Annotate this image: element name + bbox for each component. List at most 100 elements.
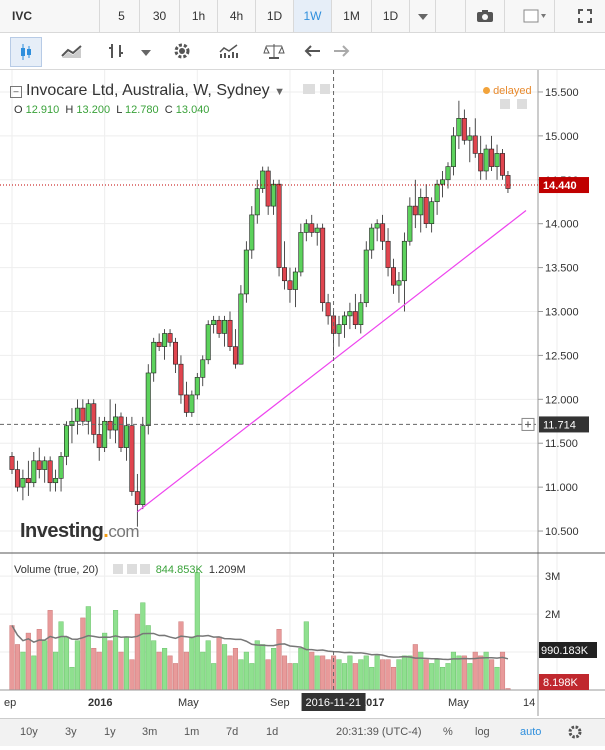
volume-bar [156, 651, 162, 691]
range-3m[interactable]: 3m [142, 726, 158, 738]
interval-30[interactable]: 30 [140, 0, 180, 32]
volume-value-2: 1.209M [208, 564, 246, 576]
candle-body [478, 153, 484, 172]
interval-1w[interactable]: 1W [294, 0, 332, 32]
volume-bar [271, 648, 277, 691]
volume-bar [134, 613, 140, 691]
chart-title-text: Invocare Ltd, Australia, W, Sydney [26, 82, 270, 99]
candle-body [36, 460, 42, 470]
price-tick-label: 11.500 [545, 438, 578, 450]
bottom-bar: 10y 3y 1y 3m 1m 7d 1d 20:31:39 (UTC-4) % log a… [0, 718, 605, 746]
gear-icon[interactable] [165, 37, 199, 65]
interval-1d[interactable]: 1D [256, 0, 294, 32]
volume-bar [276, 629, 282, 691]
collapse-icon[interactable]: – [10, 86, 22, 98]
line-chart-icon[interactable] [55, 37, 89, 65]
chevron-down-icon[interactable] [410, 0, 436, 32]
symbol-box[interactable]: IVC [0, 0, 100, 32]
chevron-down-icon[interactable]: ▼ [274, 86, 286, 98]
candle-body [243, 249, 249, 295]
price-chart[interactable]: 15.50015.00014.50014.00013.50013.00012.5… [0, 70, 605, 716]
scale-icons[interactable] [500, 99, 528, 112]
volume-bar [434, 659, 440, 691]
bars-icon[interactable] [100, 37, 132, 65]
volume-bar [200, 651, 206, 691]
candle-body [102, 420, 108, 448]
volume-ma-badge [539, 642, 597, 658]
candle-body [347, 311, 353, 317]
candle-body [440, 179, 446, 185]
gear-icon[interactable] [568, 719, 582, 746]
candle-body [456, 117, 462, 137]
open-value: 12.910 [25, 104, 60, 116]
volume-bar [31, 655, 37, 691]
settings-icon[interactable] [319, 84, 330, 94]
time-label: 2016 [88, 697, 112, 709]
last-price-badge [539, 177, 589, 194]
candles-icon[interactable] [10, 37, 42, 67]
close-value: 13.040 [175, 104, 210, 116]
price-tick-label: 15.000 [545, 131, 579, 143]
range-10y[interactable]: 10y [20, 726, 38, 738]
volume-bar [167, 655, 173, 691]
candle-body [499, 153, 505, 176]
volume-bar [298, 648, 304, 691]
price-tick-label: 12.000 [545, 394, 579, 406]
interval-1d-alt[interactable]: 1D [372, 0, 410, 32]
last-price-label: 14.440 [543, 180, 577, 192]
range-1m[interactable]: 1m [184, 726, 200, 738]
volume-bar [25, 632, 31, 691]
candle-body [407, 205, 413, 242]
volume-bar [118, 651, 124, 691]
eye-icon[interactable] [113, 564, 124, 574]
interval-5[interactable]: 5 [104, 0, 140, 32]
volume-bar [445, 663, 451, 691]
indicators-icon[interactable] [212, 37, 246, 65]
range-1y[interactable]: 1y [104, 726, 116, 738]
settings-icon[interactable] [126, 564, 137, 574]
crosshair-date-badge [301, 693, 366, 711]
range-7d[interactable]: 7d [226, 726, 239, 738]
candle-body [292, 271, 298, 290]
volume-bar [58, 621, 64, 691]
volume-bar [260, 644, 266, 691]
candle-body [314, 227, 320, 233]
candle-body [42, 460, 48, 470]
candle-body [434, 183, 440, 203]
candle-body [385, 240, 391, 268]
camera-icon[interactable] [465, 0, 505, 32]
interval-4h[interactable]: 4h [218, 0, 256, 32]
fullscreen-icon[interactable] [565, 0, 605, 32]
interval-1m[interactable]: 1M [332, 0, 372, 32]
volume-legend: Volume (true, 20) 844.853K 1.209M [14, 564, 246, 576]
range-3y[interactable]: 3y [65, 726, 77, 738]
undo-icon[interactable] [300, 37, 326, 65]
candle-body [194, 377, 200, 396]
candle-body [69, 420, 75, 426]
overlay [0, 70, 538, 690]
candle-series [9, 100, 511, 527]
redo-icon[interactable] [328, 37, 354, 65]
compare-scale-icon[interactable] [257, 37, 291, 65]
log-toggle[interactable]: log [475, 726, 490, 738]
volume-bar [287, 663, 293, 691]
candle-body [336, 324, 342, 334]
volume-bar [385, 659, 391, 691]
close-icon[interactable] [139, 564, 150, 574]
candle-body [363, 249, 369, 304]
percent-toggle[interactable]: % [443, 726, 453, 738]
candle-body [238, 293, 244, 365]
volume-bar [129, 659, 135, 691]
delayed-text: delayed [493, 85, 532, 97]
interval-1h[interactable]: 1h [180, 0, 218, 32]
eye-icon[interactable] [303, 84, 316, 94]
volume-title: Volume (true, 20) [14, 564, 99, 576]
volume-bar [96, 651, 102, 691]
delayed-badge: delayed [483, 85, 532, 97]
color-picker-icon[interactable] [515, 0, 555, 32]
range-1d[interactable]: 1d [266, 726, 279, 738]
auto-toggle[interactable]: auto [520, 726, 542, 738]
chevron-down-icon[interactable] [136, 37, 156, 65]
last-volume-badge [539, 674, 589, 690]
volume-tick-label: 3M [545, 571, 560, 583]
